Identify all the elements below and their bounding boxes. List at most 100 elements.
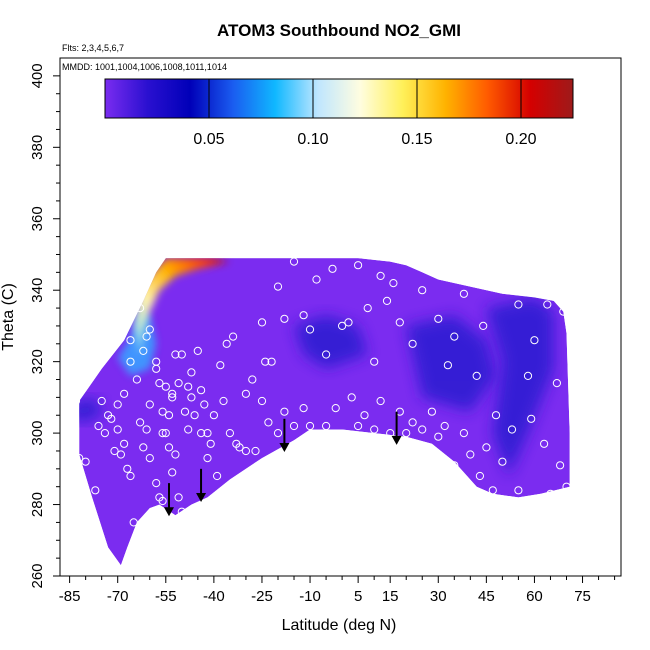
observation-point: [168, 389, 177, 398]
observation-point: [289, 257, 299, 266]
observation-point: [257, 318, 267, 327]
observation-point: [126, 336, 135, 345]
observation-point: [177, 507, 186, 516]
observation-point: [168, 393, 177, 402]
observation-point: [459, 289, 468, 298]
observation-point: [168, 468, 177, 477]
y-tick-label: 300: [29, 421, 46, 446]
observation-point: [100, 429, 110, 438]
observation-point: [370, 425, 379, 434]
observation-point: [113, 400, 122, 409]
observation-point: [402, 429, 411, 438]
observation-point: [225, 429, 234, 438]
colorbar-tick-label: 0.20: [505, 131, 536, 148]
observation-point: [107, 414, 116, 423]
observation-point: [71, 396, 81, 406]
observation-point: [485, 282, 494, 291]
observation-point: [203, 429, 212, 438]
observation-point: [543, 300, 552, 309]
observation-point: [434, 314, 443, 323]
observation-point: [540, 439, 549, 448]
observation-point: [68, 454, 77, 463]
x-tick-label: 75: [574, 588, 591, 605]
dark-patch: [294, 315, 368, 369]
observation-point: [354, 261, 363, 270]
observation-point: [145, 325, 154, 334]
observation-point: [190, 411, 199, 420]
dark-patch: [79, 397, 105, 423]
y-tick-label: 340: [29, 278, 46, 303]
observation-point: [97, 396, 106, 406]
y-tick-label: 320: [29, 349, 46, 374]
observation-point: [466, 450, 475, 459]
observation-point: [241, 389, 250, 398]
observation-point: [552, 379, 562, 388]
observation-point: [273, 429, 283, 438]
observation-point: [488, 486, 497, 495]
x-tick-label: 15: [382, 588, 399, 605]
observation-point: [273, 282, 283, 291]
observation-point: [280, 314, 289, 323]
observation-point: [305, 325, 315, 334]
observation-point: [257, 396, 267, 406]
colorbar-tick-label: 0.15: [401, 131, 432, 148]
observation-point: [523, 371, 533, 380]
observation-point: [514, 486, 523, 495]
observation-point: [312, 275, 321, 284]
observation-point: [229, 332, 238, 341]
observation-point: [338, 321, 347, 330]
observation-point: [248, 375, 257, 384]
observation-point: [450, 461, 459, 470]
observation-point: [299, 404, 308, 413]
observation-point: [161, 382, 170, 391]
observation-point: [187, 368, 196, 377]
observation-point: [142, 425, 151, 434]
observation-point: [200, 400, 209, 409]
observation-point: [171, 450, 180, 459]
observation-point: [382, 296, 392, 305]
observation-point: [559, 307, 568, 316]
observation-point: [174, 493, 183, 502]
observation-point: [126, 357, 135, 366]
observation-point: [129, 518, 138, 527]
colorbar-tick-label: 0.10: [297, 131, 328, 148]
x-axis: -85 -70 -55 -40 -25 -10 5 15 30 45 60 75: [59, 576, 616, 605]
observation-point: [203, 454, 212, 463]
flights-label: Flts: 2,3,4,5,6,7: [62, 43, 124, 53]
y-axis: 260 280 300 320 340 360 380 400: [29, 63, 60, 589]
y-tick-label: 260: [29, 563, 46, 588]
observation-point: [440, 421, 449, 431]
x-tick-label: -40: [203, 588, 225, 605]
observation-point: [556, 461, 565, 470]
observation-point: [139, 443, 148, 452]
observation-point: [370, 357, 379, 366]
arrow-head: [391, 435, 402, 445]
observation-point: [475, 471, 484, 481]
y-tick-label: 380: [29, 135, 46, 160]
observation-point: [158, 496, 167, 506]
observation-point: [443, 361, 452, 370]
x-tick-label: 5: [354, 588, 362, 605]
observation-point: [126, 471, 135, 481]
observation-point: [328, 264, 337, 273]
observation-point: [152, 479, 161, 488]
dates-label: MMDD: 1001,1004,1006,1008,1011,1014: [62, 62, 227, 72]
x-tick-label: -25: [251, 588, 273, 605]
observation-point: [161, 429, 170, 438]
observation-points: [62, 257, 571, 552]
y-axis-label: Theta (C): [0, 283, 17, 351]
observation-point: [322, 421, 331, 431]
observation-point: [75, 454, 84, 463]
observation-point: [110, 446, 119, 456]
observation-point: [139, 346, 148, 355]
observation-point: [427, 407, 436, 416]
x-tick-label: 30: [430, 588, 447, 605]
observation-point: [123, 464, 132, 473]
arrows: [163, 411, 402, 517]
observation-point: [145, 400, 154, 409]
observation-point: [197, 386, 206, 395]
observation-point: [514, 300, 523, 309]
observation-point: [94, 421, 103, 431]
observation-point: [459, 429, 468, 438]
